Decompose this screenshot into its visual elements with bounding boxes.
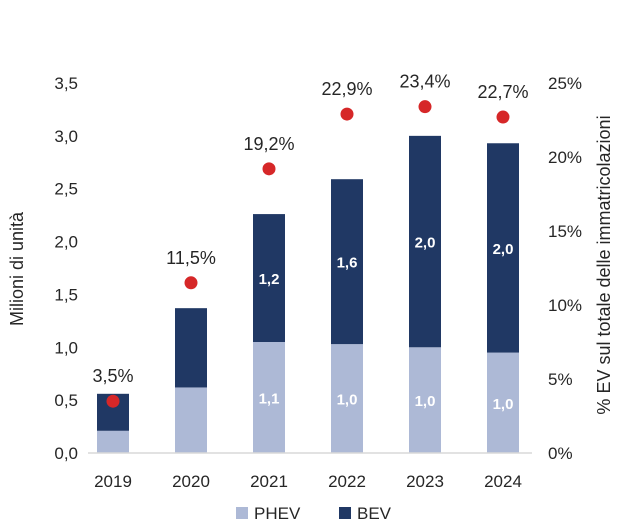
left-tick-label: 2,5 <box>54 180 78 199</box>
bar-value-phev-2022: 1,0 <box>337 392 358 409</box>
legend: PHEV BEV <box>236 504 392 523</box>
left-tick-label: 0,0 <box>54 444 78 463</box>
right-tick-label: 0% <box>548 444 573 463</box>
ev-share-label-2020: 11,5% <box>166 248 216 268</box>
bar-phev-2020 <box>175 387 207 453</box>
bars: 1,1 1,2 1,0 1,6 1,0 2,0 1,0 2,0 <box>97 135 519 453</box>
ev-share-point-2020 <box>184 276 198 290</box>
bar-phev-2023 <box>409 347 441 453</box>
bar-bev-2023 <box>409 135 441 348</box>
left-axis-ticks: 0,0 0,5 1,0 1,5 2,0 2,5 3,0 3,5 <box>54 74 78 463</box>
bar-value-bev-2023: 2,0 <box>415 235 436 252</box>
bar-bev-2020 <box>175 308 207 388</box>
left-tick-label: 2,0 <box>54 233 78 252</box>
right-tick-label: 15% <box>548 222 582 241</box>
legend-label-phev: PHEV <box>254 504 301 523</box>
left-tick-label: 0,5 <box>54 391 78 410</box>
bar-value-phev-2023: 1,0 <box>415 393 436 410</box>
right-axis-title: % EV sul totale delle immatricolazioni <box>594 115 614 414</box>
bar-phev-2021 <box>253 342 285 453</box>
left-tick-label: 1,5 <box>54 285 78 304</box>
x-axis-labels: 2019 2020 2021 2022 2023 2024 <box>94 472 522 491</box>
bar-phev-2022 <box>331 344 363 453</box>
ev-share-label-2019: 3,5% <box>92 366 133 386</box>
bar-value-phev-2021: 1,1 <box>259 391 280 408</box>
right-axis-ticks: 0% 5% 10% 15% 20% 25% <box>548 74 582 463</box>
left-axis-title: Milioni di unità <box>7 211 27 326</box>
bar-value-phev-2024: 1,0 <box>493 396 514 413</box>
ev-share-points: 3,5% 11,5% 19,2% 22,9% 23,4% 22,7% <box>92 72 529 408</box>
left-tick-label: 1,0 <box>54 338 78 357</box>
bar-bev-2022 <box>331 179 363 345</box>
right-tick-label: 25% <box>548 74 582 93</box>
right-tick-label: 20% <box>548 148 582 167</box>
x-tick-label: 2024 <box>484 472 522 491</box>
x-tick-label: 2020 <box>172 472 210 491</box>
ev-share-label-2021: 19,2% <box>243 134 294 154</box>
left-tick-label: 3,0 <box>54 127 78 146</box>
legend-swatch-bev <box>339 507 351 519</box>
ev-share-label-2024: 22,7% <box>477 82 528 102</box>
ev-share-point-2021 <box>262 162 276 176</box>
right-tick-label: 5% <box>548 370 573 389</box>
bar-bev-2021 <box>253 214 285 342</box>
x-tick-label: 2022 <box>328 472 366 491</box>
bar-value-bev-2024: 2,0 <box>493 241 514 258</box>
bar-value-bev-2021: 1,2 <box>259 271 280 288</box>
bar-phev-2019 <box>97 430 129 453</box>
ev-share-label-2023: 23,4% <box>399 72 450 92</box>
ev-share-point-2023 <box>418 100 432 114</box>
ev-share-point-2019 <box>106 394 120 408</box>
bar-phev-2024 <box>487 352 519 453</box>
x-tick-label: 2023 <box>406 472 444 491</box>
ev-share-point-2022 <box>340 107 354 121</box>
right-tick-label: 10% <box>548 296 582 315</box>
x-tick-label: 2019 <box>94 472 132 491</box>
legend-label-bev: BEV <box>357 504 392 523</box>
ev-share-label-2022: 22,9% <box>321 79 372 99</box>
bar-bev-2024 <box>487 143 519 353</box>
bar-value-bev-2022: 1,6 <box>337 255 358 272</box>
left-tick-label: 3,5 <box>54 74 78 93</box>
x-tick-label: 2021 <box>250 472 288 491</box>
ev-share-point-2024 <box>496 110 510 124</box>
legend-swatch-phev <box>236 507 248 519</box>
